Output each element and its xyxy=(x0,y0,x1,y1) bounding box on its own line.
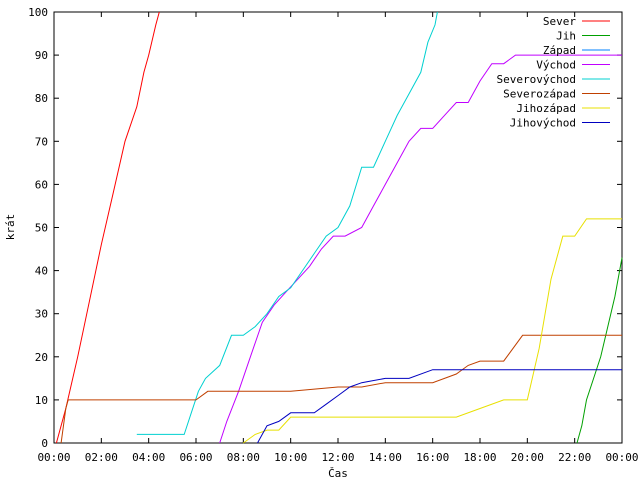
x-axis-label: Čas xyxy=(328,467,348,480)
x-tick-label: 00:00 xyxy=(605,451,638,464)
y-tick-label: 30 xyxy=(35,308,48,321)
legend-label: Severovýchod xyxy=(497,73,576,86)
legend-label: Jih xyxy=(556,30,576,43)
series-lines xyxy=(55,11,623,444)
y-tick-label: 100 xyxy=(28,6,48,19)
series-line-5 xyxy=(136,11,438,435)
legend-label: Jihozápad xyxy=(516,102,576,115)
legend-label: Sever xyxy=(543,15,576,28)
series-line-8 xyxy=(257,369,622,444)
x-tick-label: 04:00 xyxy=(132,451,165,464)
legend-label: Jihovýchod xyxy=(510,117,576,130)
x-tick-label: 16:00 xyxy=(416,451,449,464)
y-axis-ticks: 0 10 20 30 40 50 60 70 80 90 100 xyxy=(28,6,622,450)
x-tick-label: 02:00 xyxy=(85,451,118,464)
y-tick-label: 20 xyxy=(35,351,48,364)
x-tick-label: 08:00 xyxy=(227,451,260,464)
x-axis-ticks: 00:00 02:00 04:00 06:00 08:00 10:00 12:00 14:00… xyxy=(37,12,639,464)
legend-label: Západ xyxy=(543,44,576,57)
y-tick-label: 10 xyxy=(35,394,48,407)
series-line-2 xyxy=(576,257,623,444)
x-tick-label: 06:00 xyxy=(179,451,212,464)
y-tick-label: 60 xyxy=(35,178,48,191)
y-tick-label: 70 xyxy=(35,135,48,148)
y-tick-label: 50 xyxy=(35,222,48,235)
x-tick-label: 22:00 xyxy=(558,451,591,464)
legend-label: Severozápad xyxy=(503,88,576,101)
x-tick-label: 20:00 xyxy=(511,451,544,464)
series-line-6 xyxy=(60,334,622,444)
series-line-7 xyxy=(243,218,622,444)
x-tick-label: 12:00 xyxy=(321,451,354,464)
x-tick-label: 10:00 xyxy=(274,451,307,464)
y-axis-label: krát xyxy=(4,214,17,241)
x-tick-label: 18:00 xyxy=(463,451,496,464)
y-tick-label: 80 xyxy=(35,92,48,105)
x-tick-label: 14:00 xyxy=(369,451,402,464)
series-line-4 xyxy=(219,54,622,444)
y-tick-label: 90 xyxy=(35,49,48,62)
legend-label: Východ xyxy=(536,59,576,72)
y-tick-label: 0 xyxy=(41,437,48,450)
series-line-1 xyxy=(55,11,160,444)
x-tick-label: 00:00 xyxy=(37,451,70,464)
y-tick-label: 40 xyxy=(35,265,48,278)
